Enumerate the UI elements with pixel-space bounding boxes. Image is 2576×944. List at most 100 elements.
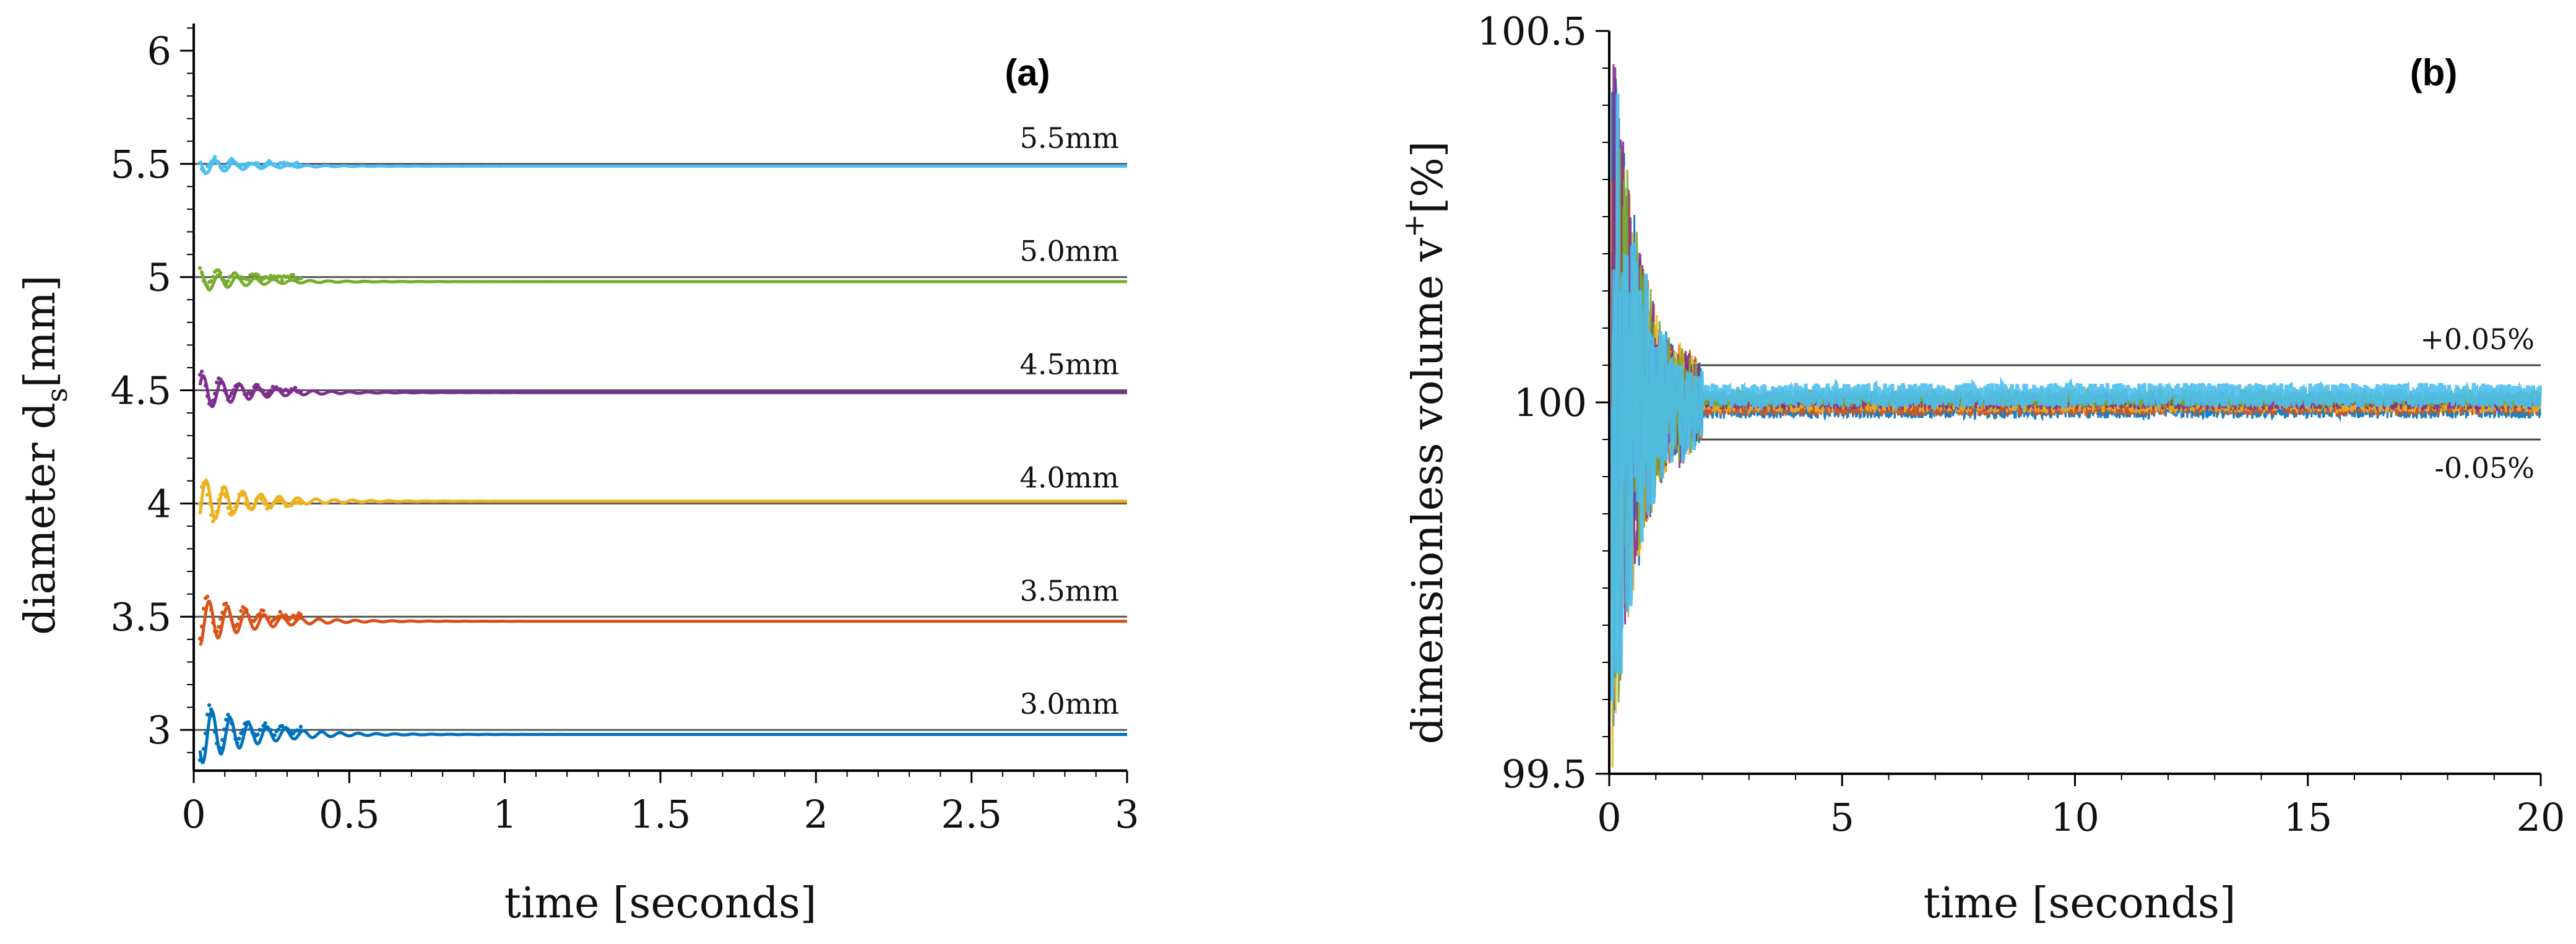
data-point <box>218 377 223 382</box>
x-tick-label: 10 <box>2051 795 2099 840</box>
series-3.5mm <box>1610 174 2541 699</box>
series-line-5.5mm <box>198 158 1127 175</box>
data-point <box>209 402 214 407</box>
data-point <box>298 389 303 394</box>
data-point <box>269 728 273 732</box>
data-point <box>269 388 273 393</box>
data-point <box>230 618 234 622</box>
series-5.5mm: 5.5mm <box>194 121 1127 175</box>
series-line-5.5mm <box>1609 93 2543 701</box>
data-point <box>235 500 240 504</box>
data-point <box>205 284 210 289</box>
panel-a-marks: 3.0mm 3.5mm 4.0mm 4.5mm 5.0mm 5.5mm <box>194 121 1127 764</box>
data-point <box>259 728 264 732</box>
data-point <box>233 505 238 509</box>
data-point <box>298 501 303 506</box>
data-point <box>244 502 249 507</box>
data-point <box>298 724 303 729</box>
x-tick-label: 0 <box>181 792 205 837</box>
panel-b-y-axis-title: dimensionless volume v+[%] <box>1397 141 1453 744</box>
data-point <box>205 493 210 497</box>
data-point <box>283 613 288 617</box>
data-point <box>241 728 245 732</box>
data-point <box>197 161 202 165</box>
panel-b-x-axis-title: time [seconds] <box>1924 879 2236 928</box>
data-point <box>199 758 204 763</box>
data-point <box>197 636 202 641</box>
data-point <box>199 485 204 489</box>
data-point <box>205 394 210 399</box>
series-label-3.5mm: 3.5mm <box>1020 574 1119 607</box>
x-tick-label: 3 <box>1115 792 1139 837</box>
data-point <box>272 733 277 737</box>
x-tick-label: 20 <box>2517 795 2565 840</box>
series-label-3.0mm: 3.0mm <box>1020 687 1119 721</box>
panel-a-y-axis-title-sub: s <box>40 388 74 402</box>
data-point <box>224 282 228 287</box>
data-point <box>212 730 217 734</box>
data-point <box>224 495 228 499</box>
panel-a-x-axis-title: time [seconds] <box>504 879 817 928</box>
data-point <box>239 731 243 735</box>
data-point <box>210 275 215 279</box>
series-line-4.5mm <box>1610 64 2541 677</box>
data-point <box>224 717 228 722</box>
y-tick-label: 3.5 <box>110 594 171 639</box>
x-tick-label: 0.5 <box>319 792 380 837</box>
data-point <box>274 277 279 282</box>
series-line-4.0mm <box>1610 108 2541 768</box>
data-point <box>226 604 230 609</box>
data-point <box>263 613 267 618</box>
series-line-3.0mm <box>198 709 1127 764</box>
data-point <box>237 616 241 620</box>
data-point <box>267 615 271 620</box>
data-point <box>231 509 236 514</box>
data-point <box>259 497 264 501</box>
data-point <box>261 608 266 613</box>
data-point <box>203 482 208 487</box>
series-line-5.0mm <box>199 270 1127 292</box>
data-point <box>207 501 212 506</box>
data-point <box>241 493 245 497</box>
data-point <box>218 271 223 275</box>
data-point <box>276 614 280 619</box>
series-4.5mm <box>1610 64 2541 677</box>
data-point <box>298 163 303 167</box>
data-point <box>233 737 238 741</box>
series-label-5.0mm: 5.0mm <box>1020 235 1119 268</box>
data-point <box>201 606 206 611</box>
data-point <box>289 503 294 508</box>
data-point <box>197 373 202 377</box>
x-tick-label: 2 <box>804 792 828 837</box>
data-point <box>276 164 280 169</box>
data-point <box>224 601 228 606</box>
series-4.5mm: 4.5mm <box>194 348 1127 409</box>
panel-a-y-axis-title-main: diameter d <box>16 402 65 635</box>
panel-b-y-axis-title-sup: + <box>1397 214 1430 238</box>
data-point <box>230 513 234 517</box>
series-label-5.5mm: 5.5mm <box>1020 121 1119 155</box>
data-point <box>256 732 260 737</box>
data-point <box>233 160 238 165</box>
data-point <box>282 160 286 165</box>
data-point <box>230 391 234 396</box>
data-point <box>224 165 228 170</box>
data-point <box>214 380 219 385</box>
panel-b-y-axis-title-unit: [%] <box>1404 141 1453 214</box>
data-point <box>291 273 296 277</box>
data-point <box>226 279 230 284</box>
data-point <box>214 741 219 746</box>
data-point <box>220 168 225 172</box>
data-point <box>250 389 254 394</box>
data-point <box>293 386 298 390</box>
data-point <box>269 505 273 510</box>
data-point <box>230 721 234 725</box>
x-tick-label: 0 <box>1597 795 1621 840</box>
data-point <box>228 614 232 618</box>
data-point <box>254 617 258 621</box>
series-label-4.5mm: 4.5mm <box>1020 348 1119 381</box>
data-point <box>205 594 210 599</box>
data-point <box>280 278 284 282</box>
y-tick-label: 4 <box>147 481 171 526</box>
data-point <box>278 610 282 614</box>
